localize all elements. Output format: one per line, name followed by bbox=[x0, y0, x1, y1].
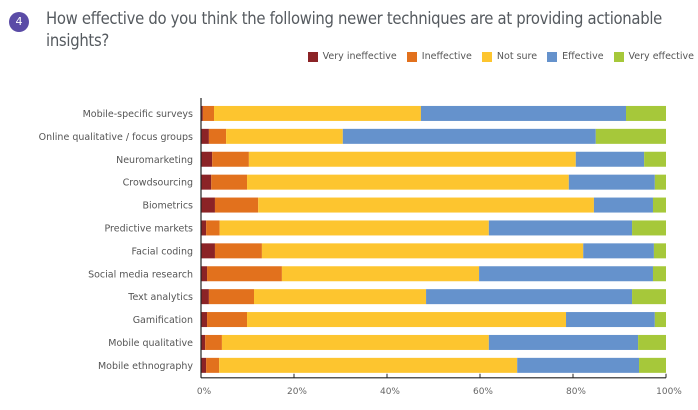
bar-segment-ineffective bbox=[202, 105, 215, 121]
bar-segment-not-sure bbox=[226, 128, 343, 144]
bar-segment-ineffective bbox=[208, 128, 227, 144]
bar-segment-not-sure bbox=[281, 266, 480, 282]
bar-segment-very-ineffective bbox=[201, 197, 215, 213]
legend-label: Very ineffective bbox=[322, 51, 397, 62]
bar-segment-effective bbox=[566, 312, 655, 328]
category-label: Crowdsourcing bbox=[123, 178, 193, 189]
bar-segment-effective bbox=[426, 289, 633, 305]
bar-segment-very-ineffective bbox=[201, 334, 206, 350]
bar-segment-very-effective bbox=[626, 105, 666, 121]
bar-segment-not-sure bbox=[214, 105, 421, 121]
bar-segment-ineffective bbox=[212, 151, 249, 167]
bar-segment-very-effective bbox=[639, 357, 666, 373]
bar-segment-ineffective bbox=[206, 357, 220, 373]
bar-segment-effective bbox=[568, 174, 655, 190]
category-label: Mobile qualitative bbox=[108, 338, 193, 349]
bar-segment-very-ineffective bbox=[201, 243, 215, 259]
category-label: Neuromarketing bbox=[116, 155, 193, 166]
bar-segment-ineffective bbox=[211, 174, 248, 190]
legend-item: Effective bbox=[547, 51, 604, 62]
category-label: Mobile-specific surveys bbox=[83, 109, 193, 120]
bar-segment-effective bbox=[593, 197, 653, 213]
bar-segment-very-ineffective bbox=[201, 266, 208, 282]
x-tick-label: 100% bbox=[656, 387, 682, 397]
bar-segment-very-effective bbox=[632, 289, 666, 305]
bar-segment-effective bbox=[488, 220, 633, 236]
legend-label: Not sure bbox=[496, 51, 538, 62]
bar-segment-not-sure bbox=[254, 289, 427, 305]
bar-segment-very-ineffective bbox=[201, 289, 209, 305]
category-label: Biometrics bbox=[142, 201, 193, 212]
x-tick-label: 0% bbox=[197, 387, 212, 397]
x-tick-label: 40% bbox=[380, 387, 400, 397]
bar-segment-very-effective bbox=[632, 220, 666, 236]
bar-segment-ineffective bbox=[207, 312, 248, 328]
bar-segment-very-effective bbox=[654, 312, 666, 328]
bar-segment-not-sure bbox=[248, 151, 576, 167]
bar-segment-very-effective bbox=[654, 174, 666, 190]
bar-segment-ineffective bbox=[214, 197, 259, 213]
bar-segment-very-ineffective bbox=[201, 312, 208, 328]
x-tick-label: 80% bbox=[566, 387, 586, 397]
bar-segment-effective bbox=[517, 357, 640, 373]
bar-segment-very-effective bbox=[653, 243, 666, 259]
bar-segment-very-ineffective bbox=[201, 151, 213, 167]
bar-segment-very-effective bbox=[638, 334, 666, 350]
category-label: Online qualitative / focus groups bbox=[39, 132, 193, 143]
bar-segment-very-ineffective bbox=[201, 357, 207, 373]
bar-segment-very-ineffective bbox=[201, 174, 212, 190]
bar-segment-not-sure bbox=[247, 174, 569, 190]
category-label: Text analytics bbox=[127, 292, 193, 303]
bar-segment-not-sure bbox=[261, 243, 584, 259]
bar-segment-not-sure bbox=[219, 220, 489, 236]
bar-segment-ineffective bbox=[214, 243, 262, 259]
bar-segment-effective bbox=[342, 128, 596, 144]
legend: Very ineffective Ineffective Not sure Effec… bbox=[298, 51, 694, 62]
legend-item: Very effective bbox=[613, 51, 694, 62]
bar-segment-ineffective bbox=[206, 220, 220, 236]
category-label: Facial coding bbox=[131, 246, 193, 257]
question-number-badge: 4 bbox=[9, 12, 29, 32]
legend-item: Very ineffective bbox=[307, 51, 397, 62]
bar-segment-very-effective bbox=[652, 266, 666, 282]
bar-segment-ineffective bbox=[208, 289, 255, 305]
bar-segment-effective bbox=[575, 151, 645, 167]
category-label: Gamification bbox=[133, 315, 193, 326]
bar-segment-very-ineffective bbox=[201, 220, 207, 236]
category-label: Social media research bbox=[88, 269, 193, 280]
legend-label: Effective bbox=[562, 51, 604, 62]
bar-segment-very-effective bbox=[652, 197, 666, 213]
bar-segment-very-ineffective bbox=[201, 105, 203, 121]
legend-item: Ineffective bbox=[406, 51, 472, 62]
bar-segment-effective bbox=[488, 334, 639, 350]
legend-label: Very effective bbox=[628, 51, 694, 62]
legend-swatch bbox=[613, 51, 624, 62]
bar-segment-very-effective bbox=[644, 151, 666, 167]
bar-segment-effective bbox=[420, 105, 627, 121]
bar-segment-ineffective bbox=[205, 334, 222, 350]
legend-swatch bbox=[481, 51, 492, 62]
bar-segment-ineffective bbox=[207, 266, 282, 282]
category-label: Predictive markets bbox=[104, 223, 193, 234]
legend-swatch bbox=[406, 51, 417, 62]
legend-item: Not sure bbox=[481, 51, 538, 62]
category-label: Mobile ethnography bbox=[98, 361, 193, 372]
bar-segment-very-ineffective bbox=[201, 128, 209, 144]
legend-swatch bbox=[547, 51, 558, 62]
bar-segment-not-sure bbox=[221, 334, 489, 350]
bar-segment-effective bbox=[479, 266, 653, 282]
chart-title: How effective do you think the following… bbox=[46, 9, 662, 50]
x-tick-label: 60% bbox=[473, 387, 493, 397]
bar-segment-not-sure bbox=[219, 357, 518, 373]
bar-segment-very-effective bbox=[595, 128, 666, 144]
x-tick-label: 20% bbox=[287, 387, 307, 397]
bar-segment-effective bbox=[583, 243, 654, 259]
bar-segment-not-sure bbox=[258, 197, 594, 213]
legend-swatch bbox=[307, 51, 318, 62]
legend-label: Ineffective bbox=[421, 51, 472, 62]
bar-segment-not-sure bbox=[247, 312, 567, 328]
